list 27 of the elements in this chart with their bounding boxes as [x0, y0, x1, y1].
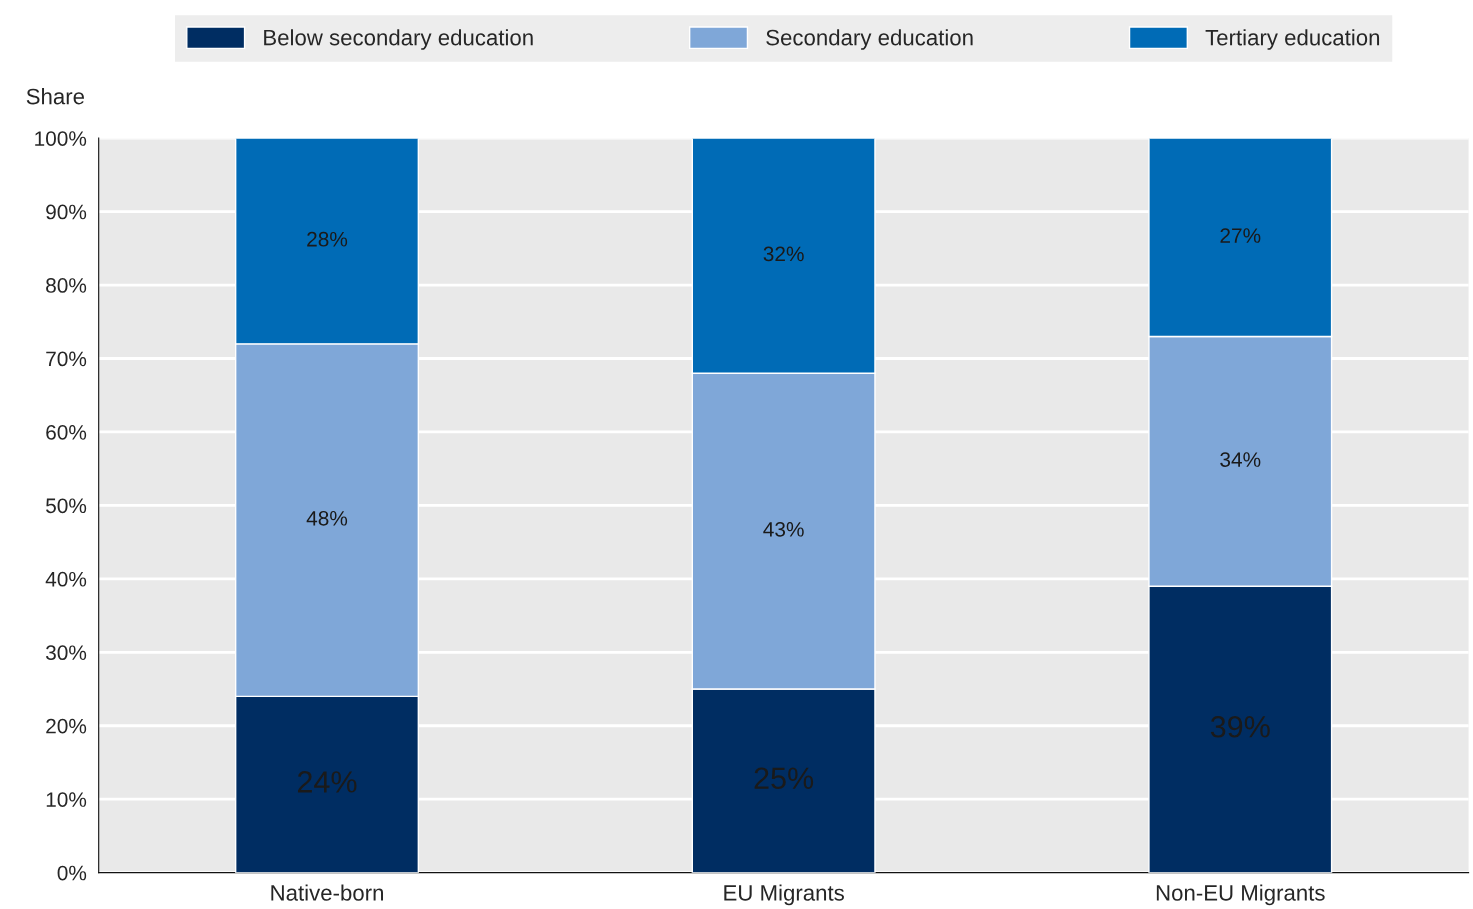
y-tick-label: 60%	[46, 424, 87, 440]
x-tick-label: Non-EU Migrants	[1156, 884, 1325, 906]
legend-label: Secondary education	[766, 29, 973, 50]
x-tick-label: Native-born	[271, 884, 383, 901]
data-label: 24%	[297, 771, 357, 793]
y-tick-label: 50%	[46, 498, 87, 514]
y-tick-label: 30%	[45, 645, 87, 661]
data-label: 32%	[763, 246, 804, 262]
y-tick-label: 0%	[57, 865, 87, 881]
y-tick-label: 80%	[46, 278, 87, 293]
y-tick-label: 20%	[46, 718, 87, 734]
y-axis-title: Share	[26, 88, 85, 105]
legend-label: Below secondary education	[264, 29, 533, 50]
data-label: 39%	[1210, 715, 1270, 738]
data-label: 28%	[307, 231, 348, 247]
y-tick-label: 10%	[46, 792, 87, 807]
data-label: 48%	[306, 510, 348, 526]
data-label: 43%	[763, 521, 804, 537]
x-tick-label: EU Migrants	[724, 884, 844, 906]
data-label: 34%	[1220, 452, 1261, 467]
y-tick-label: 90%	[46, 204, 87, 220]
y-tick-label: 70%	[46, 351, 87, 367]
data-label: 27%	[1220, 228, 1261, 243]
y-tick-label: 40%	[45, 571, 87, 587]
legend-label: Tertiary education	[1205, 29, 1380, 50]
y-tick-label: 100%	[35, 131, 87, 146]
data-label: 25%	[754, 767, 814, 790]
